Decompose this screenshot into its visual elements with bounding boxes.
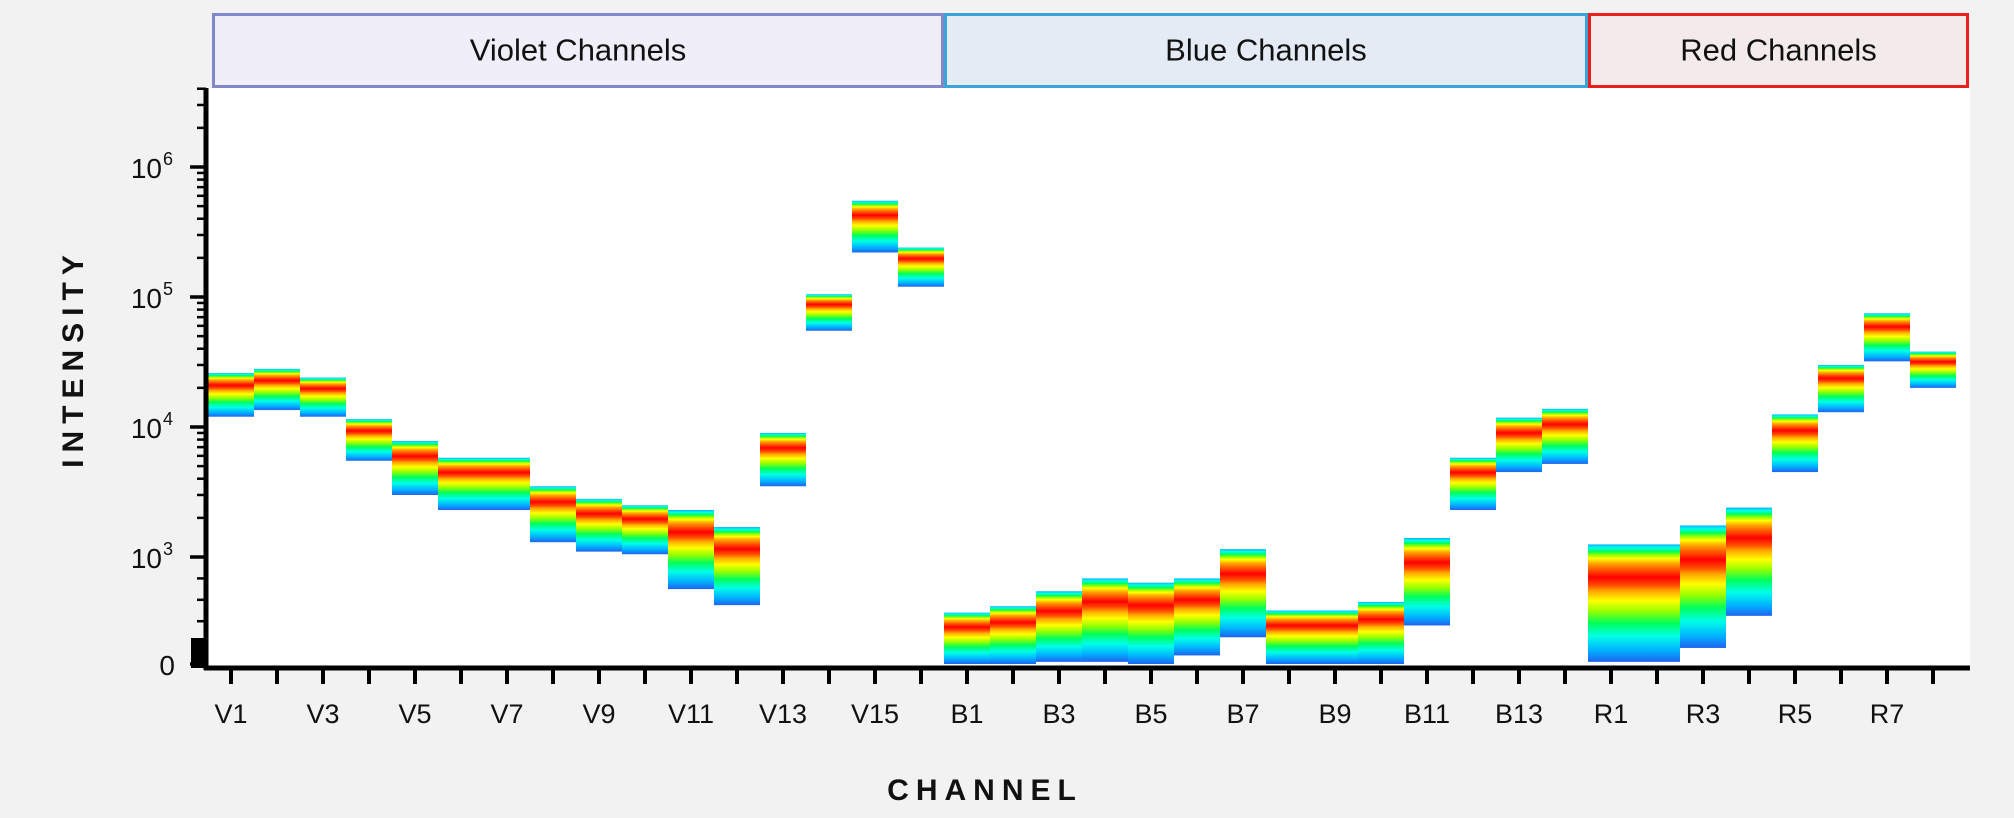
heatmap-column-b1: [944, 612, 990, 664]
heatmap-column-r6: [1818, 364, 1864, 413]
x-tick-label-v5: V5: [398, 699, 431, 729]
heatmap-column-v4: [346, 419, 392, 461]
x-tick-label-v13: V13: [759, 699, 807, 729]
x-axis: V1 V3 V5 V7 V9 V11 V13 V15 B1 B3 B5 B7 B9 B11 B13 R1 R3 R…: [204, 665, 1970, 729]
x-tick-label-v7: V7: [490, 699, 523, 729]
channel-group-headers: Violet Channels Blue Channels Red Channels: [212, 13, 1969, 88]
group-header-red-channels: Red Channels: [1588, 13, 1969, 88]
heatmap-column-b10: [1358, 601, 1404, 664]
heatmap-column-v14: [806, 294, 852, 331]
heatmap-column-b13: [1496, 417, 1542, 473]
heatmap-column-b7: [1220, 549, 1266, 638]
group-header-box: [1588, 13, 1969, 88]
y-axis-title: INTENSITY: [57, 248, 90, 468]
x-tick-label-v11: V11: [668, 699, 714, 729]
x-tick-label-r1: R1: [1594, 699, 1629, 729]
y-tick-label: 10: [131, 543, 162, 574]
heatmap-column-b8: [1266, 610, 1312, 664]
y-tick-label-exponent: 3: [163, 539, 173, 559]
heatmap-column-v15: [852, 200, 898, 253]
group-header-box: [944, 13, 1588, 88]
group-header-box: [212, 13, 944, 88]
heatmap-column-r4: [1726, 507, 1772, 616]
x-tick-label-b7: B7: [1226, 699, 1259, 729]
group-header-label: Red Channels: [1680, 33, 1876, 68]
heatmap-column-r5: [1772, 414, 1818, 473]
heatmap-column-v5: [392, 441, 438, 495]
x-tick-label-r7: R7: [1870, 699, 1905, 729]
x-tick-label-r5: R5: [1778, 699, 1813, 729]
heatmap-column-r1: [1588, 544, 1634, 662]
y-tick-label: 10: [131, 153, 162, 184]
x-tick-label-v1: V1: [214, 699, 247, 729]
heatmap-column-b12: [1450, 457, 1496, 510]
y-tick-label: 10: [131, 283, 162, 314]
y-tick-label: 10: [131, 413, 162, 444]
heatmap-column-b14: [1542, 408, 1588, 464]
heatmap-column-v13: [760, 432, 806, 487]
x-axis-title: CHANNEL: [887, 774, 1083, 807]
heatmap-column-v2: [254, 368, 300, 411]
heatmap-column-b2: [990, 606, 1036, 664]
group-header-violet-channels: Violet Channels: [212, 13, 944, 88]
y-axis-linear-region: [191, 638, 206, 668]
x-tick-label-b13: B13: [1495, 699, 1543, 729]
x-tick-label-v15: V15: [851, 699, 899, 729]
heatmap-column-v1: [208, 373, 254, 417]
x-tick-label-b11: B11: [1404, 699, 1450, 729]
heatmap-column-v12: [714, 527, 760, 606]
x-tick-label-b3: B3: [1042, 699, 1075, 729]
heatmap-column-v10: [622, 505, 668, 555]
y-tick-label-exponent: 4: [163, 409, 173, 429]
heatmap-column-r2: [1634, 544, 1680, 662]
group-header-label: Violet Channels: [470, 33, 687, 68]
x-tick-label-r3: R3: [1686, 699, 1721, 729]
heatmap-column-v8: [530, 486, 576, 543]
group-header-blue-channels: Blue Channels: [944, 13, 1588, 88]
heatmap-column-v9: [576, 498, 622, 552]
heatmap-column-b11: [1404, 538, 1450, 626]
heatmap-column-b5: [1128, 582, 1174, 664]
y-tick-label-exponent: 6: [163, 149, 173, 169]
heatmap-column-r3: [1680, 525, 1726, 648]
x-tick-label-b1: B1: [950, 699, 983, 729]
heatmap-column-v3: [300, 377, 346, 417]
heatmap-column-b9: [1312, 610, 1358, 664]
x-tick-label-v9: V9: [582, 699, 615, 729]
heatmap-columns: [208, 200, 1956, 664]
heatmap-column-b4: [1082, 578, 1128, 662]
y-tick-label: 0: [159, 650, 175, 681]
x-tick-label-b9: B9: [1318, 699, 1351, 729]
heatmap-column-r7: [1864, 313, 1910, 362]
heatmap-column-v16: [898, 247, 944, 287]
x-tick-label-v3: V3: [306, 699, 339, 729]
heatmap-column-b3: [1036, 591, 1082, 662]
heatmap-column-v11: [668, 509, 714, 590]
heatmap-column-b6: [1174, 578, 1220, 656]
group-header-label: Blue Channels: [1165, 33, 1367, 68]
y-tick-label-exponent: 5: [163, 279, 173, 299]
x-tick-label-b5: B5: [1134, 699, 1167, 729]
heatmap-column-r8: [1910, 351, 1956, 388]
heatmap-column-v6: [438, 457, 484, 510]
heatmap-column-v7: [484, 457, 530, 510]
